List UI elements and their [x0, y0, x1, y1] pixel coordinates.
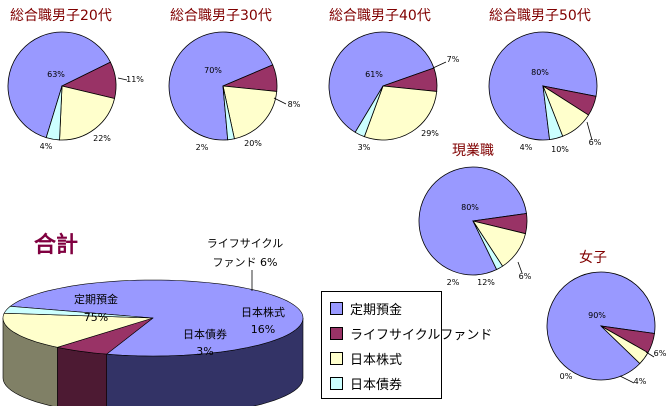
- data-label: 7%: [447, 55, 460, 64]
- data-label: 70%: [204, 66, 222, 75]
- pie-slice-japan-bonds: [222, 85, 235, 141]
- data-label: 90%: [588, 311, 606, 320]
- data-label: 6%: [589, 138, 602, 147]
- label-leader-line: [645, 351, 655, 358]
- data-label: 12%: [477, 278, 495, 287]
- data-label: 4%: [520, 143, 533, 152]
- legend-swatch: [330, 327, 343, 340]
- legend-label: 定期預金: [350, 303, 403, 318]
- pie-slice-fixed-deposit: [168, 31, 274, 141]
- data-label: 6%: [519, 272, 532, 281]
- data-label: 20%: [244, 139, 262, 148]
- label-leader-line: [432, 61, 447, 69]
- chart-title: 現業職: [452, 143, 494, 159]
- legend: 定期預金 ライフサイクルファンド 日本株式 日本債券: [321, 291, 492, 399]
- data-label: 63%: [47, 70, 65, 79]
- pie-chart: 総合職男子50代 80% 6% 10% 4%: [488, 8, 602, 154]
- pie-chart: 現業職 80% 6% 12% 2%: [418, 143, 532, 287]
- label-leader-line: [517, 261, 523, 274]
- data-label: 29%: [421, 129, 439, 138]
- pie-chart: 総合職男子20代 63% 11% 22% 4%: [7, 8, 144, 151]
- total-data-label: 16%: [251, 323, 275, 336]
- total-data-label: 3%: [196, 345, 213, 358]
- chart-title: 総合職男子50代: [489, 8, 591, 24]
- pie-slice-japan-stocks: [600, 325, 649, 365]
- data-label: 80%: [461, 203, 479, 212]
- chart-title: 総合職男子30代: [170, 8, 272, 24]
- pie-slice-japan-bonds: [354, 85, 384, 138]
- data-label: 8%: [288, 100, 301, 109]
- legend-swatch: [330, 352, 343, 365]
- pie3d-slice-japan-stocks: [2, 312, 154, 348]
- pie-slice-japan-bonds: [45, 85, 63, 141]
- legend-swatch: [330, 302, 343, 315]
- pie3d-slice-lifecycle-fund: [57, 317, 154, 355]
- label-leader-line: [117, 77, 128, 81]
- label-leader-line: [586, 121, 593, 141]
- data-label: 11%: [126, 75, 144, 84]
- data-label: 0%: [560, 372, 573, 381]
- total-data-label: ファンド 6%: [213, 256, 278, 269]
- data-label: 10%: [551, 145, 569, 154]
- legend-swatch: [330, 377, 343, 390]
- chart-title: 総合職男子20代: [10, 8, 112, 24]
- legend-label: ライフサイクルファンド: [350, 328, 493, 343]
- pie3d-wall-lifecycle-fund: [57, 346, 107, 406]
- data-label: 6%: [654, 349, 667, 358]
- data-label: 4%: [40, 142, 53, 151]
- total-data-label: 日本債券: [183, 327, 227, 341]
- pie3d-slice-japan-bonds: [3, 305, 154, 319]
- pie-slice-fixed-deposit: [328, 31, 435, 133]
- data-label: 22%: [93, 134, 111, 143]
- legend-item-japan-stocks: 日本株式: [330, 346, 441, 371]
- pie-slice-japan-bonds: [542, 85, 564, 141]
- chart-title: 総合職男子40代: [329, 8, 431, 24]
- legend-item-japan-bonds: 日本債券: [330, 371, 441, 396]
- pie-slice-japan-stocks: [59, 85, 116, 141]
- label-leader-line: [273, 97, 287, 105]
- pie-chart: 総合職男子40代 61% 7% 29% 3%: [328, 8, 460, 152]
- label-leader-line: [619, 375, 635, 384]
- data-label: 2%: [447, 278, 460, 287]
- total-data-label: ライフサイクル: [207, 237, 283, 250]
- total-chart-title: 合計: [34, 232, 78, 258]
- data-label: 2%: [196, 143, 209, 152]
- legend-label: 日本株式: [350, 353, 403, 368]
- legend-item-lifecycle-fund: ライフサイクルファンド: [330, 321, 492, 346]
- total-data-label: 日本株式: [241, 305, 285, 319]
- pie-slice-japan-stocks: [363, 85, 438, 141]
- pie-slice-japan-stocks: [222, 85, 278, 140]
- pie-slice-fixed-deposit: [7, 31, 111, 139]
- pie-slice-japan-bonds: [472, 220, 504, 271]
- data-label: 80%: [531, 68, 549, 77]
- total-data-label: 75%: [84, 311, 108, 324]
- legend-item-fixed-deposit: 定期預金: [330, 296, 441, 321]
- chart-title: 女子: [579, 249, 607, 266]
- pie-chart: 総合職男子30代 70% 8% 20% 2%: [168, 8, 301, 152]
- data-label: 61%: [365, 70, 383, 79]
- total-data-label: 定期預金: [74, 292, 118, 306]
- data-label: 4%: [634, 377, 647, 386]
- legend-label: 日本債券: [350, 378, 403, 393]
- pie-chart: 女子 90% 6% 4% 0%: [546, 249, 667, 386]
- data-label: 3%: [358, 143, 371, 152]
- pie3d-slice-fixed-deposit: [9, 279, 304, 357]
